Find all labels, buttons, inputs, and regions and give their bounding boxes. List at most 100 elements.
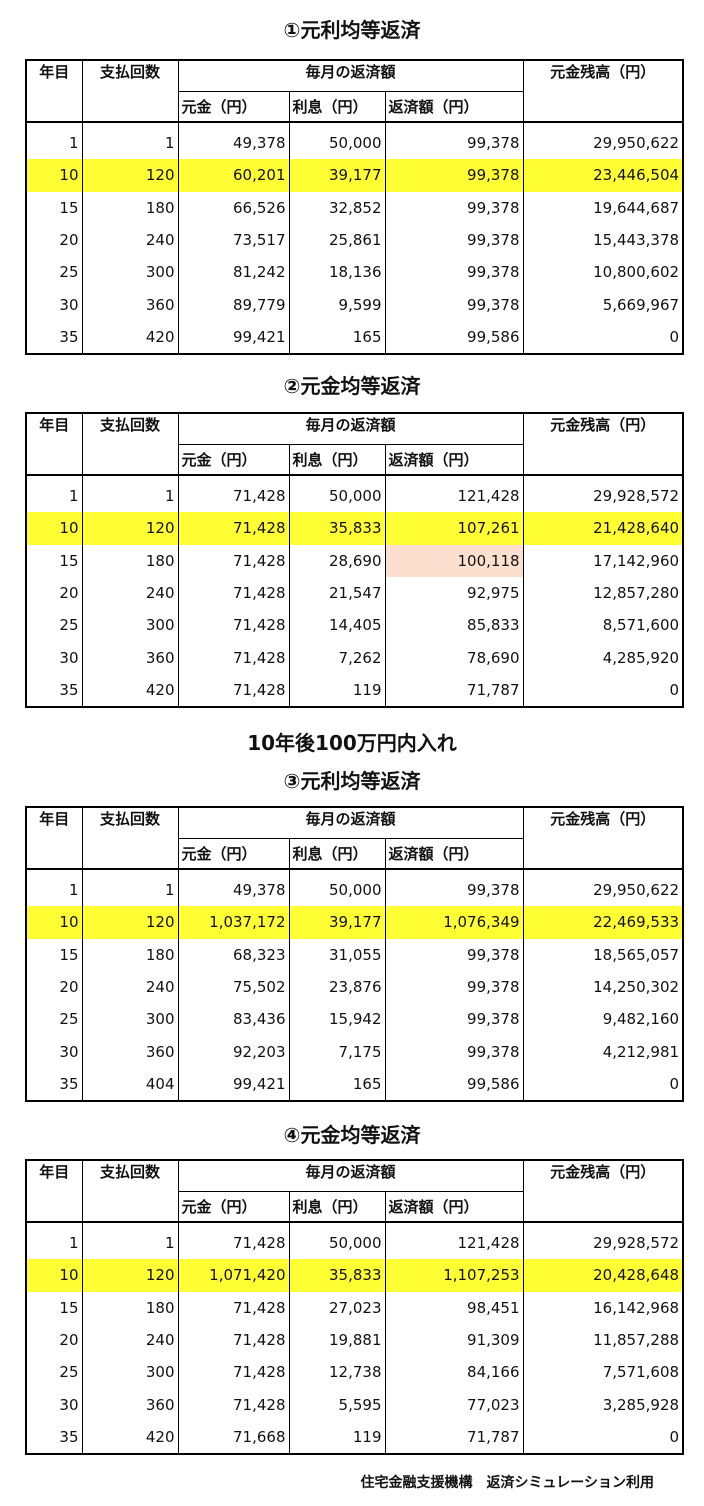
cell: 75,502 [177,970,290,1004]
cell: 8,571,600 [522,609,684,642]
cell: 71,428 [177,1323,290,1357]
cell: 99,378 [384,938,524,971]
cell: 50,000 [288,1222,386,1260]
cell: 1 [81,1222,179,1260]
cell: 89,779 [177,288,290,321]
table-row: 20 240 75,502 23,876 99,378 14,250,302 [25,970,684,1004]
cell: 404 [81,1067,179,1102]
cell: 30 [25,1388,83,1421]
cell: 71,428 [177,544,290,577]
table-row: 30 360 71,428 5,595 77,023 3,285,928 [25,1388,684,1421]
cell: 29,950,622 [522,122,684,160]
table-row: 15 180 71,428 27,023 98,451 16,142,968 [25,1291,684,1324]
cell: 10 [25,906,83,939]
cell: 420 [81,673,179,708]
cell: 1 [81,122,179,160]
cell-peach: 100,118 [384,544,524,577]
cell: 71,428 [177,512,290,545]
header-year: 年目 [25,59,83,123]
cell: 180 [81,1291,179,1324]
cell: 91,309 [384,1323,524,1357]
table-row: 25 300 71,428 14,405 85,833 8,571,600 [25,609,684,642]
cell: 180 [81,938,179,971]
cell: 1,107,253 [384,1259,524,1292]
header-principal: 元金（円） [177,837,290,870]
cell: 18,565,057 [522,938,684,971]
table-4: 年目 支払回数 毎月の返済額 元金残高（円） 元金（円） 利息（円） 返済額（円… [25,1159,685,1456]
cell: 240 [81,970,179,1004]
cell: 35 [25,1420,83,1455]
table-row: 35 404 99,421 165 99,586 0 [25,1067,684,1102]
cell: 5,595 [288,1388,386,1421]
cell: 49,378 [177,869,290,907]
cell: 49,378 [177,122,290,160]
cell: 19,644,687 [522,191,684,224]
cell: 68,323 [177,938,290,971]
header-principal: 元金（円） [177,443,290,476]
cell: 81,242 [177,256,290,289]
cell: 35 [25,1067,83,1102]
cell: 10 [25,159,83,192]
cell: 71,428 [177,1388,290,1421]
table-row: 30 360 71,428 7,262 78,690 4,285,920 [25,641,684,674]
cell: 32,852 [288,191,386,224]
cell: 23,876 [288,970,386,1004]
cell: 27,023 [288,1291,386,1324]
cell: 20 [25,970,83,1004]
cell: 12,738 [288,1356,386,1389]
cell: 99,378 [384,288,524,321]
cell: 1 [81,475,179,513]
table-row: 20 240 71,428 19,881 91,309 11,857,288 [25,1323,684,1357]
table-row: 1 1 49,378 50,000 99,378 29,950,622 [25,122,684,160]
cell: 1 [81,869,179,907]
cell: 10 [25,512,83,545]
cell: 71,787 [384,1420,524,1455]
cell: 29,928,572 [522,475,684,513]
cell: 240 [81,223,179,257]
cell: 25,861 [288,223,386,257]
cell: 180 [81,544,179,577]
cell: 66,526 [177,191,290,224]
cell: 119 [288,673,386,708]
cell: 19,881 [288,1323,386,1357]
cell: 7,175 [288,1035,386,1068]
cell: 99,378 [384,970,524,1004]
cell: 119 [288,1420,386,1455]
cell: 71,428 [177,1291,290,1324]
cell: 120 [81,1259,179,1292]
header-balance: 元金残高（円） [522,1159,684,1223]
cell: 83,436 [177,1003,290,1036]
cell: 84,166 [384,1356,524,1389]
cell: 15 [25,544,83,577]
cell: 71,428 [177,1356,290,1389]
cell: 99,421 [177,320,290,355]
cell: 99,378 [384,191,524,224]
cell: 60,201 [177,159,290,192]
cell: 10 [25,1259,83,1292]
header-principal: 元金（円） [177,90,290,123]
table-row: 20 240 71,428 21,547 92,975 12,857,280 [25,576,684,610]
header-interest: 利息（円） [288,1190,386,1223]
table-row-highlighted: 10 120 71,428 35,833 107,261 21,428,640 [25,512,684,545]
table-3-title: ③元利均等返済 [283,769,421,793]
cell: 28,690 [288,544,386,577]
header-year: 年目 [25,1159,83,1223]
table-row: 30 360 92,203 7,175 99,378 4,212,981 [25,1035,684,1068]
cell: 360 [81,1388,179,1421]
cell: 1 [25,869,83,907]
cell: 22,469,533 [522,906,684,939]
cell: 1 [25,1222,83,1260]
header-balance: 元金残高（円） [522,412,684,476]
table-row-highlighted: 10 120 1,071,420 35,833 1,107,253 20,428… [25,1259,684,1292]
cell: 300 [81,609,179,642]
table-row: 15 180 68,323 31,055 99,378 18,565,057 [25,938,684,971]
cell: 71,428 [177,1222,290,1260]
cell: 21,547 [288,576,386,610]
table-row: 35 420 99,421 165 99,586 0 [25,320,684,355]
table-row: 25 300 71,428 12,738 84,166 7,571,608 [25,1356,684,1389]
cell: 71,428 [177,673,290,708]
cell: 71,428 [177,641,290,674]
cell: 85,833 [384,609,524,642]
cell: 0 [522,320,684,355]
header-payment: 返済額（円） [384,837,524,870]
